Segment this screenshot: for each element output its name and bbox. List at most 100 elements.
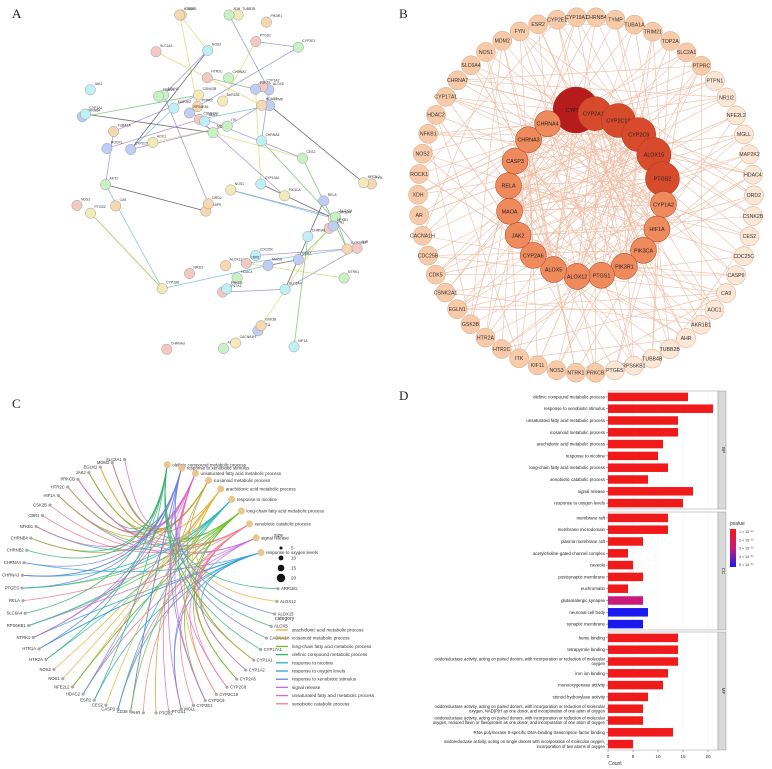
string-node-circle (220, 260, 232, 272)
category-legend-title: category (275, 616, 295, 622)
bar (608, 728, 673, 737)
ppi-ring-node-circle (409, 164, 429, 184)
string-node-label: MAOA (272, 257, 283, 261)
ppi-edge (556, 275, 602, 371)
chord-gene-node: ARR1B1 (276, 586, 298, 591)
ppi-ring-node-circle (744, 185, 764, 206)
ppi-ring-node: CDC25C (733, 246, 754, 266)
chord-link (194, 510, 242, 680)
ppi-edge (575, 109, 635, 366)
ppi-ring-node: MDM2 (492, 30, 513, 51)
ppi-hub-node-label: CYP2A13 (583, 112, 607, 118)
chord-gene-label: CHRNA3 (2, 573, 20, 578)
bar (608, 739, 633, 749)
ppi-edge (427, 211, 510, 256)
chord-gene-label: CYP17A1 (264, 647, 283, 652)
ppi-edge (518, 276, 578, 359)
string-node-label: ESR2 (302, 252, 311, 256)
bar-label: neuronal cell body (569, 610, 605, 615)
chord-link (195, 523, 250, 680)
string-node-label: CA9 (120, 198, 127, 202)
string-node-circle (225, 184, 237, 196)
chord-gene-label: HIF1A (44, 493, 56, 498)
string-node-circle (279, 190, 291, 202)
chord-gene-circle (48, 503, 52, 507)
chord-gene-node: HTR1A (22, 646, 41, 651)
ppi-ring-node-label: KIF11 (531, 363, 545, 369)
ppi-edge (485, 17, 577, 338)
chord-gene-label: CYP2C19 (219, 692, 238, 697)
panel-label-d: D (399, 388, 409, 403)
ppi-ring-node-label: AKR1B1 (691, 322, 711, 328)
string-node: CYP2C9 (125, 141, 148, 155)
chord-gene-label: PTGES (5, 585, 19, 590)
ppi-edge (594, 113, 596, 373)
ppi-hub-node-label: ALOX5 (545, 268, 562, 274)
string-edge (335, 217, 348, 250)
string-edge (179, 14, 209, 51)
chord-gene-circle (214, 692, 219, 697)
string-node-circle (174, 9, 186, 21)
gene-term-chord-plot: size category olefinic compound metaboli… (2, 457, 375, 715)
string-node-circle (203, 198, 214, 210)
ppi-hub-node: CASP3 (501, 147, 529, 175)
chord-gene-label: CYP1A1 (257, 657, 274, 662)
string-node-circle (218, 343, 229, 354)
ppi-ring-node: CDC25B (418, 245, 439, 266)
pvalue-legend-label: 3 × 10⁻¹⁰ (739, 547, 754, 551)
pvalue-legend-gradient (730, 529, 736, 567)
string-node-circle (201, 72, 213, 84)
chord-link (23, 552, 262, 573)
chord-gene-node: ESR2 (80, 698, 96, 703)
string-node-label: FYN (375, 176, 382, 180)
chord-link (35, 499, 233, 551)
chord-gene-node: PRKCB (60, 477, 80, 482)
string-node-circle (153, 90, 165, 102)
chord-gene-label: CSK2B (33, 503, 47, 508)
size-legend-dot (278, 555, 284, 561)
ppi-edge (532, 109, 577, 256)
ppi-ring-node: SLC2A1 (676, 42, 696, 63)
ppi-edge (537, 134, 640, 366)
string-node-circle (327, 220, 339, 232)
chord-gene-node: NTRK1 (17, 635, 35, 640)
string-node-label: CDK5 (250, 255, 259, 259)
ppi-ring-node-circle (624, 14, 645, 35)
bar (608, 572, 643, 582)
ppi-ring-node-label: CES2 (743, 234, 757, 240)
chord-gene-node: HIF1A (44, 493, 61, 498)
ppi-edge (517, 134, 639, 236)
chord-gene-circle (81, 692, 85, 696)
ppi-ring-node: MAP2K2 (739, 144, 760, 165)
chord-gene-node: CBR1 (28, 513, 45, 518)
string-node-circle (207, 127, 219, 139)
ppi-ring-node-circle (659, 339, 680, 360)
ppi-ring-node-label: NOS2 (416, 151, 430, 157)
chord-gene-circle (27, 624, 31, 628)
bar-label: synaptic membrane (567, 622, 606, 627)
ppi-edge (427, 133, 471, 325)
bar-label: oxygen, reduced flavin or flavoprotein a… (433, 720, 606, 725)
chord-gene-node: CYP1A1 (252, 657, 273, 662)
string-node-label: ITK (231, 118, 237, 122)
ppi-edge (508, 185, 578, 277)
ppi-ring-node-circle (412, 143, 433, 164)
string-node: SLC6A4 (279, 281, 302, 295)
ppi-ring-node: NFKB1 (418, 124, 438, 144)
ppi-hub-node-label: CHRNA4 (537, 122, 559, 128)
ppi-ring-node-label: XDH (413, 192, 424, 198)
ppi-edge (501, 292, 727, 350)
bar-label: unsaturated fatty acid metabolic process (526, 418, 605, 423)
chord-gene-label: ALOX12 (280, 599, 297, 604)
ppi-edge (514, 160, 702, 325)
ppi-edge (547, 123, 664, 205)
ppi-edge (509, 154, 655, 212)
ppi-edge (457, 292, 727, 310)
bar-label: oxidoreductase activity, acting on paire… (434, 716, 605, 721)
chord-gene-circle (203, 698, 207, 703)
chord-term-circle (191, 469, 199, 477)
string-node-circle (297, 152, 308, 164)
chord-gene-label: EGLN1 (84, 464, 98, 469)
bar-label: steroid hydroxylase activity (553, 694, 606, 699)
